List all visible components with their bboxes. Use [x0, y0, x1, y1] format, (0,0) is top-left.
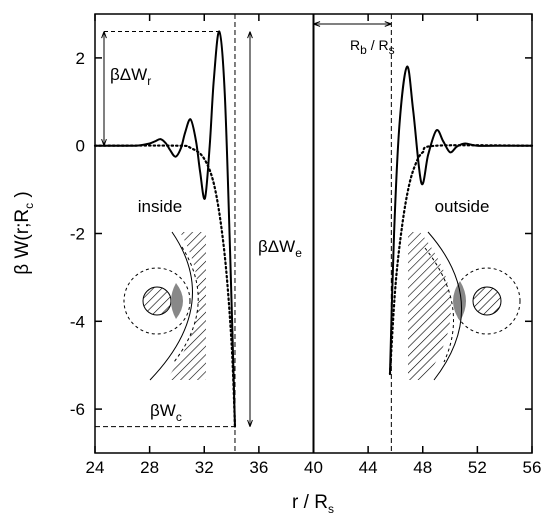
series-line — [94, 30, 533, 428]
y-tick-label: -6 — [70, 400, 85, 419]
inside-sketch — [123, 231, 206, 381]
inside-label: inside — [138, 197, 182, 216]
y-tick-label: 2 — [76, 49, 85, 68]
y-tick-label: 0 — [76, 137, 85, 156]
x-tick-label: 56 — [523, 458, 542, 477]
x-tick-label: 44 — [359, 458, 378, 477]
x-tick-label: 36 — [249, 458, 268, 477]
y-tick-label: -2 — [70, 225, 85, 244]
dwr-label: βΔWr — [110, 65, 151, 88]
y-axis-label: β W(r;Rc ) — [12, 191, 36, 274]
dwe-label: βΔWe — [258, 237, 302, 260]
x-tick-label: 32 — [195, 458, 214, 477]
rb-label: Rb / Rs — [350, 37, 395, 57]
x-tick-label: 28 — [140, 458, 159, 477]
x-tick-label: 40 — [304, 458, 323, 477]
dwe-arrow-head — [247, 31, 253, 39]
x-tick-label: 52 — [468, 458, 487, 477]
x-tick-label: 48 — [413, 458, 432, 477]
dwe-arrow-head — [247, 419, 253, 427]
dwr-arrow-head — [101, 31, 107, 39]
y-tick-label: -4 — [70, 312, 85, 331]
outside-label: outside — [435, 197, 490, 216]
wc-label: βWc — [150, 401, 182, 424]
series-line — [93, 144, 534, 428]
x-axis-label: r / Rs — [292, 492, 334, 516]
rb-arrow-head — [313, 21, 321, 27]
outside-sketch — [408, 231, 521, 381]
dwr-arrow-head — [101, 138, 107, 146]
x-tick-label: 24 — [86, 458, 105, 477]
rb-arrow-head — [384, 21, 392, 27]
